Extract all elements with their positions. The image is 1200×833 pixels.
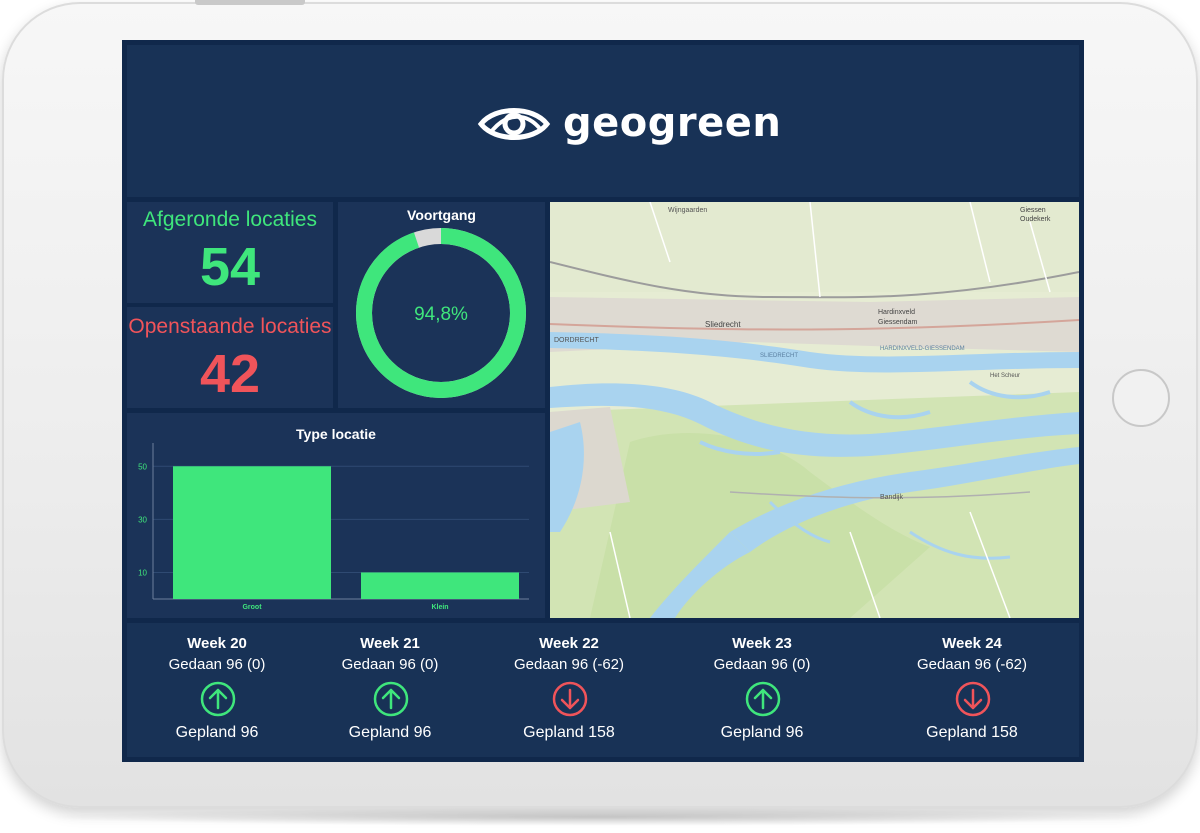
open-locations-value: 42 — [199, 344, 261, 404]
week-planned: Gepland 96 — [348, 724, 432, 741]
bar-groot[interactable] — [173, 466, 331, 599]
arrow-down-icon — [552, 681, 588, 717]
svg-text:SLIEDRECHT: SLIEDRECHT — [760, 353, 798, 359]
map-view[interactable]: Wijngaarden Sliedrecht Hardinxveld Giess… — [550, 202, 1079, 618]
open-locations-card: Openstaande locaties 42 — [127, 307, 333, 408]
svg-text:Giessendam: Giessendam — [878, 319, 917, 326]
home-button[interactable] — [1112, 369, 1170, 427]
donut-progress-arc — [356, 228, 526, 398]
svg-text:Hardinxveld: Hardinxveld — [878, 309, 915, 316]
y-tick-label: 10 — [138, 568, 147, 577]
completed-locations-label: Afgeronde locaties — [143, 208, 317, 231]
svg-text:HARDINXVELD-GIESSENDAM: HARDINXVELD-GIESSENDAM — [880, 346, 965, 352]
week-title: Week 23 — [732, 635, 792, 652]
week-planned: Gepland 96 — [720, 724, 804, 741]
progress-title: Voortgang — [407, 207, 476, 223]
week-title: Week 20 — [187, 635, 247, 652]
eye-logo-icon — [477, 108, 551, 140]
week-planned: Gepland 96 — [175, 724, 259, 741]
week-title: Week 21 — [360, 635, 420, 652]
svg-text:Sliedrecht: Sliedrecht — [705, 320, 741, 329]
week-card-2: Week 21 Gedaan 96 (0) Gepland 96 — [300, 623, 480, 757]
bar-klein[interactable] — [361, 572, 519, 599]
svg-text:Wijngaarden: Wijngaarden — [668, 207, 707, 214]
arrow-up-icon — [200, 681, 236, 717]
week-title: Week 24 — [942, 635, 1002, 652]
week-card-3: Week 22 Gedaan 96 (-62) Gepland 158 — [479, 623, 659, 757]
week-planned: Gepland 158 — [523, 724, 615, 741]
x-tick-label: Klein — [431, 604, 448, 611]
header: geogreen — [127, 45, 1079, 197]
svg-text:Oudekerk: Oudekerk — [1020, 216, 1051, 223]
x-tick-label: Groot — [242, 604, 262, 611]
map-canvas[interactable]: Wijngaarden Sliedrecht Hardinxveld Giess… — [550, 202, 1079, 618]
svg-text:Het Scheur: Het Scheur — [990, 373, 1020, 379]
progress-card: Voortgang 94,8% — [338, 202, 545, 408]
type-location-chart-card: Type locatie 10 30 50 Groot Klein — [127, 413, 545, 618]
arrow-up-icon — [745, 681, 781, 717]
bar-chart: 10 30 50 Groot Klein — [138, 443, 529, 611]
week-done: Gedaan 96 (0) — [713, 656, 811, 673]
week-done: Gedaan 96 (0) — [341, 656, 439, 673]
progress-percent: 94,8% — [414, 304, 468, 325]
power-button — [195, 0, 305, 5]
brand-name: geogreen — [563, 100, 782, 146]
week-done: Gedaan 96 (0) — [168, 656, 266, 673]
chart-title: Type locatie — [296, 426, 376, 442]
week-card-5: Week 24 Gedaan 96 (-62) Gepland 158 — [882, 623, 1062, 757]
y-tick-label: 50 — [138, 462, 147, 471]
week-done: Gedaan 96 (-62) — [916, 656, 1028, 673]
open-locations-label: Openstaande locaties — [128, 315, 332, 338]
arrow-up-icon — [373, 681, 409, 717]
svg-text:DORDRECHT: DORDRECHT — [554, 337, 599, 344]
y-tick-label: 30 — [138, 515, 147, 524]
svg-text:Bandijk: Bandijk — [880, 494, 903, 501]
week-planned: Gepland 158 — [926, 724, 1018, 741]
week-card-1: Week 20 Gedaan 96 (0) Gepland 96 — [127, 623, 307, 757]
completed-locations-card: Afgeronde locaties 54 — [127, 202, 333, 303]
brand-logo: geogreen — [477, 100, 781, 146]
arrow-down-icon — [955, 681, 991, 717]
weekly-overview: Week 20 Gedaan 96 (0) Gepland 96 Week 21 Ged… — [127, 623, 1079, 757]
tablet-shadow — [40, 808, 1160, 826]
dashboard-screen: geogreen Afgeronde locaties 54 Openstaan… — [122, 40, 1084, 762]
week-done: Gedaan 96 (-62) — [513, 656, 625, 673]
week-card-4: Week 23 Gedaan 96 (0) Gepland 96 — [672, 623, 852, 757]
completed-locations-value: 54 — [199, 237, 261, 297]
svg-text:Giessen: Giessen — [1020, 207, 1046, 214]
progress-donut: 94,8% — [356, 228, 526, 398]
week-title: Week 22 — [539, 635, 599, 652]
